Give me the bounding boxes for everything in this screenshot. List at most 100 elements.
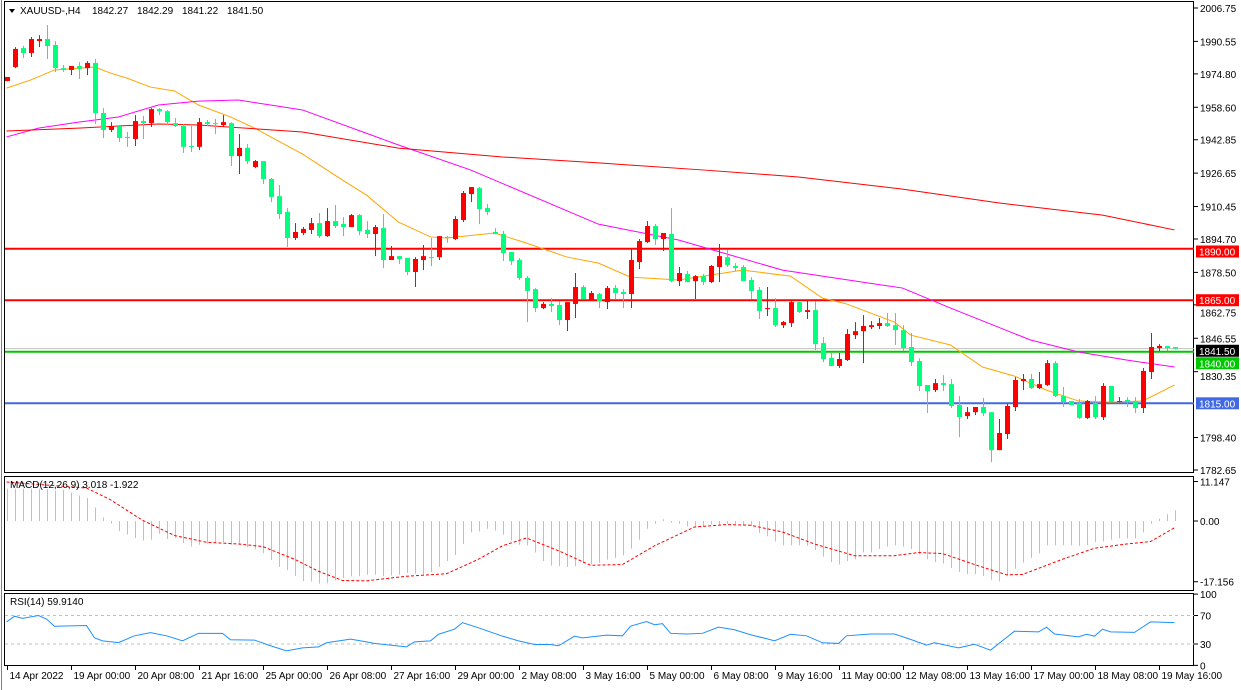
candle-body bbox=[1117, 401, 1122, 403]
candle bbox=[853, 322, 858, 339]
candle bbox=[909, 333, 914, 366]
candle-body bbox=[165, 111, 170, 123]
candle bbox=[309, 217, 314, 235]
candle-body bbox=[573, 287, 578, 304]
candle-body bbox=[389, 256, 394, 261]
candle bbox=[845, 329, 850, 362]
candle-body bbox=[437, 236, 442, 258]
candle-body bbox=[245, 147, 250, 162]
candle bbox=[229, 122, 234, 167]
macd-tick-label: 0.00 bbox=[1200, 517, 1220, 528]
candle bbox=[69, 66, 74, 76]
candle-body bbox=[221, 122, 226, 125]
candle-body bbox=[877, 323, 882, 326]
macd-label: MACD(12,26,9) 3.018 -1.922 bbox=[10, 480, 139, 491]
price-tick-label: 1782.65 bbox=[1200, 466, 1237, 477]
candle-body bbox=[61, 68, 66, 70]
candle bbox=[1061, 387, 1066, 408]
candle-body bbox=[725, 257, 730, 265]
candle bbox=[37, 35, 42, 48]
candle-body bbox=[213, 123, 218, 125]
candle-body bbox=[821, 343, 826, 359]
candle-body bbox=[973, 407, 978, 413]
time-tick-label: 18 May 08:00 bbox=[1098, 671, 1159, 682]
candle-body bbox=[893, 325, 898, 331]
triangle-down-icon[interactable] bbox=[9, 9, 15, 13]
candle bbox=[261, 161, 266, 184]
candle-body bbox=[509, 251, 514, 262]
horizontal-levels[interactable] bbox=[5, 247, 1194, 405]
candle bbox=[413, 257, 418, 288]
candle-body bbox=[1165, 345, 1170, 349]
candle-body bbox=[741, 267, 746, 282]
candle-body bbox=[917, 361, 922, 386]
candle-body bbox=[37, 39, 42, 42]
candle-body bbox=[1077, 403, 1082, 418]
candles bbox=[5, 25, 1178, 463]
candle bbox=[733, 263, 738, 271]
candle-body bbox=[925, 384, 930, 392]
candle bbox=[1021, 374, 1026, 391]
candle bbox=[629, 249, 634, 309]
candle-body bbox=[109, 126, 114, 130]
candle-body bbox=[541, 303, 546, 309]
candle bbox=[93, 59, 98, 124]
candle-body bbox=[981, 407, 986, 413]
candle bbox=[965, 407, 970, 419]
candle-body bbox=[645, 226, 650, 243]
main-pane[interactable] bbox=[4, 1, 1194, 473]
candle bbox=[557, 301, 562, 326]
candle-body bbox=[1141, 370, 1146, 409]
current-price-tag: 1841.50 bbox=[1199, 347, 1236, 358]
candle-body bbox=[469, 187, 474, 195]
candle bbox=[501, 230, 506, 262]
candle bbox=[293, 223, 298, 241]
candle-body bbox=[501, 234, 506, 254]
candle bbox=[989, 412, 994, 463]
candle-body bbox=[293, 231, 298, 238]
candle bbox=[181, 123, 186, 154]
candle-body bbox=[813, 310, 818, 345]
candle-body bbox=[173, 123, 178, 127]
candle-body bbox=[685, 274, 690, 283]
candle bbox=[613, 284, 618, 299]
rsi-pane[interactable] bbox=[4, 593, 1194, 666]
time-tick-label: 21 Apr 16:00 bbox=[202, 671, 259, 682]
price-tick-label: 1846.55 bbox=[1200, 334, 1237, 345]
candle-body bbox=[837, 358, 842, 366]
candle-body bbox=[373, 227, 378, 235]
candle-body bbox=[621, 291, 626, 295]
candle-body bbox=[1085, 401, 1090, 418]
candle bbox=[397, 256, 402, 264]
candle bbox=[1173, 347, 1178, 350]
candle bbox=[981, 397, 986, 417]
price-tick-label: 2006.75 bbox=[1200, 4, 1237, 15]
candle bbox=[45, 25, 50, 60]
time-tick-label: 2 May 08:00 bbox=[522, 671, 577, 682]
candle-body bbox=[69, 66, 74, 70]
candle bbox=[549, 298, 554, 312]
level-tag-bg bbox=[1196, 357, 1239, 370]
candle-body bbox=[557, 304, 562, 321]
candle-body bbox=[157, 109, 162, 112]
candle-body bbox=[565, 302, 570, 321]
level-tag: 1815.00 bbox=[1199, 399, 1236, 410]
candle bbox=[581, 284, 586, 299]
time-tick-label: 5 May 00:00 bbox=[650, 671, 705, 682]
candle bbox=[893, 313, 898, 345]
candle bbox=[1005, 403, 1010, 439]
candle-body bbox=[589, 293, 594, 301]
candle bbox=[589, 290, 594, 301]
candle bbox=[453, 216, 458, 241]
candle-body bbox=[261, 161, 266, 180]
candle bbox=[725, 249, 730, 268]
candle-body bbox=[597, 294, 602, 302]
candle bbox=[373, 224, 378, 257]
candle bbox=[253, 160, 258, 169]
time-tick-label: 26 Apr 08:00 bbox=[330, 671, 387, 682]
candle-body bbox=[1029, 378, 1034, 389]
candle bbox=[477, 187, 482, 225]
candle-body bbox=[853, 331, 858, 336]
candle-body bbox=[21, 48, 26, 54]
